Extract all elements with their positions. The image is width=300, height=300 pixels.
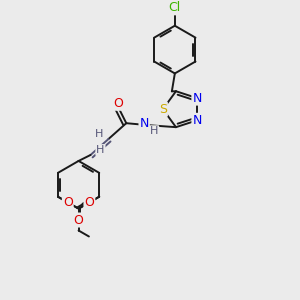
Text: N: N: [192, 114, 202, 127]
Text: S: S: [159, 103, 167, 116]
Text: O: O: [85, 196, 94, 209]
Text: O: O: [113, 97, 123, 110]
Text: N: N: [140, 117, 149, 130]
Text: O: O: [63, 196, 73, 209]
Text: H: H: [150, 126, 158, 136]
Text: H: H: [95, 129, 104, 139]
Text: H: H: [96, 145, 105, 155]
Text: O: O: [74, 214, 83, 226]
Text: N: N: [192, 92, 202, 105]
Text: Cl: Cl: [169, 1, 181, 14]
